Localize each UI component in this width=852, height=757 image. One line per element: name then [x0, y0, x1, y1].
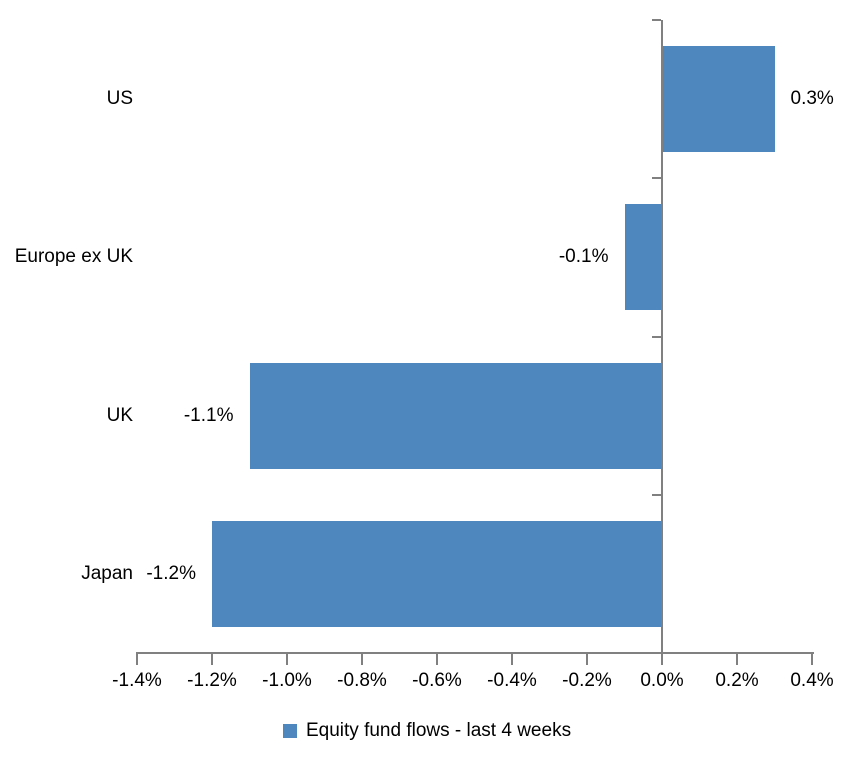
legend: Equity fund flows - last 4 weeks	[283, 720, 571, 742]
category-axis-tick	[652, 19, 661, 21]
x-axis-tick	[811, 652, 813, 665]
x-axis-tick	[361, 652, 363, 665]
x-tick-label: -0.6%	[412, 670, 462, 691]
category-label-japan: Japan	[81, 562, 133, 584]
bar-us	[662, 46, 775, 153]
category-label-uk: UK	[106, 404, 133, 426]
category-label-us: US	[106, 88, 133, 110]
legend-swatch-icon	[283, 724, 297, 738]
x-axis-tick	[586, 652, 588, 665]
y-axis-line	[661, 20, 663, 653]
bar-uk	[249, 362, 662, 469]
value-label-uk: -1.1%	[183, 404, 234, 426]
x-tick-label: 0.0%	[640, 670, 684, 691]
x-axis-tick	[136, 652, 138, 665]
x-tick-label: 0.2%	[715, 670, 759, 691]
x-tick-label: -0.4%	[487, 670, 537, 691]
value-label-europe-ex-uk: -0.1%	[558, 246, 609, 268]
category-axis-tick	[652, 177, 661, 180]
category-axis-tick	[652, 335, 661, 338]
x-tick-label: 0.4%	[790, 670, 834, 691]
x-axis-tick	[211, 652, 213, 665]
x-axis-tick	[286, 652, 288, 665]
bar-europe-ex-uk	[624, 204, 662, 311]
x-tick-label: -1.0%	[262, 670, 312, 691]
category-axis-tick	[652, 493, 661, 496]
x-axis-line	[136, 652, 814, 654]
x-tick-label: -1.2%	[187, 670, 237, 691]
x-axis-tick	[661, 652, 663, 665]
x-tick-label: -0.8%	[337, 670, 387, 691]
x-tick-label: -0.2%	[562, 670, 612, 691]
x-axis-tick	[436, 652, 438, 665]
x-axis-tick	[511, 652, 513, 665]
x-axis-tick	[736, 652, 738, 665]
value-label-us: 0.3%	[790, 88, 834, 110]
value-label-japan: -1.2%	[146, 562, 196, 584]
x-tick-label: -1.4%	[112, 670, 162, 691]
bar-japan	[212, 520, 662, 627]
legend-series-label: Equity fund flows - last 4 weeks	[306, 720, 572, 741]
category-label-europe-ex-uk: Europe ex UK	[14, 246, 133, 268]
